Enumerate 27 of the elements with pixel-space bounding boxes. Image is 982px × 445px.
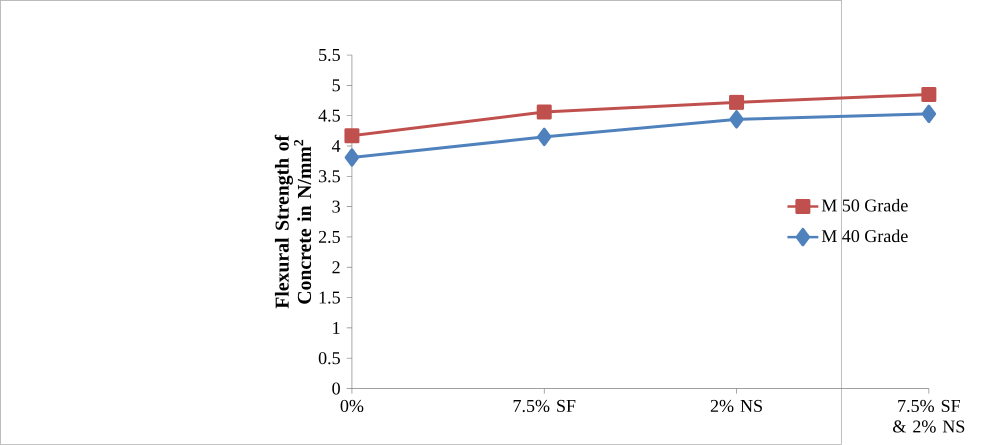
legend-label: M 40 Grade [822,230,908,242]
x-tick-label: 7.5% SF & 2% NS [893,400,964,433]
y-tick-label: 4.5 [318,110,340,122]
y-tick-label: 5 [332,79,340,92]
point [344,128,360,144]
point [922,104,936,124]
point [536,104,552,120]
y-tick-label: 3 [332,200,340,213]
x-tick-label: 2% NS [710,400,762,412]
y-tick-label: 1.5 [320,292,340,304]
point [729,94,744,110]
y-tick-label: 3.5 [318,170,340,182]
y-tick-label: 2 [332,261,340,274]
point [344,148,360,167]
point [729,110,744,129]
y-tick-label: 5.5 [319,49,340,62]
x-tick-label: 0% [340,400,364,412]
x-tick-label: 7.5% SF [514,400,576,412]
y-axis-title: Flexural Strength of Concrete in N/mm$^{2}$ [274,134,312,308]
y-tick-label: 0 [332,382,340,395]
y-tick-label: 4 [332,140,340,152]
y-tick-label: 2.5 [318,230,340,244]
point [921,87,936,102]
y-tick-label: 1 [333,322,340,334]
point [536,128,552,146]
y-tick-label: 0.5 [318,352,340,364]
legend-label: M 50 Grade [822,198,908,212]
